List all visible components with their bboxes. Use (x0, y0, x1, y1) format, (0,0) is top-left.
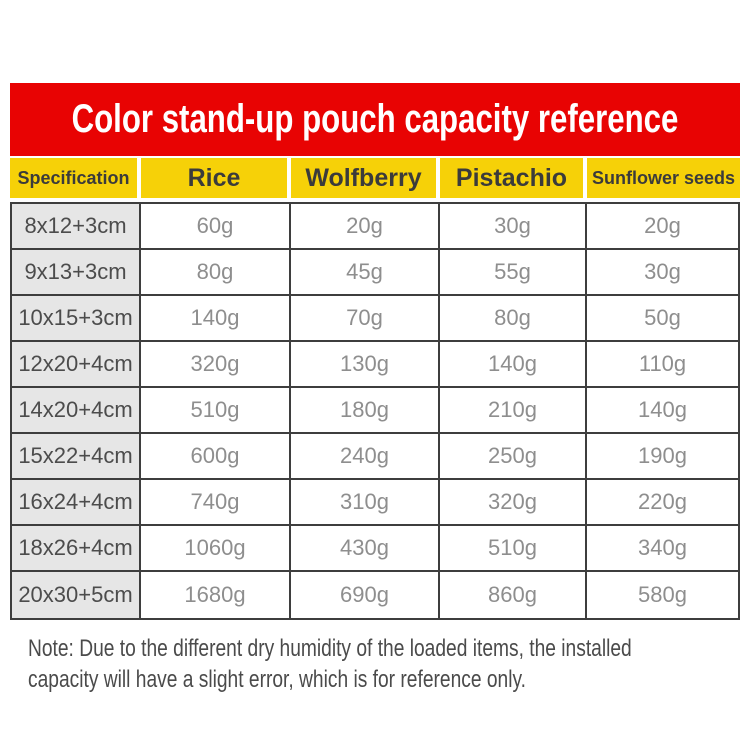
value-cell: 320g (440, 480, 587, 526)
value-cell: 220g (587, 480, 738, 526)
value-cell: 510g (141, 388, 291, 434)
value-cell: 740g (141, 480, 291, 526)
value-cell: 140g (141, 296, 291, 342)
spec-cell: 20x30+5cm (12, 572, 141, 618)
value-cell: 340g (587, 526, 738, 572)
value-cell: 860g (440, 572, 587, 618)
value-cell: 80g (141, 250, 291, 296)
value-cell: 60g (141, 204, 291, 250)
header-cell-pistachio: Pistachio (440, 158, 587, 198)
value-cell: 30g (440, 204, 587, 250)
value-cell: 310g (291, 480, 440, 526)
spec-cell: 12x20+4cm (12, 342, 141, 388)
value-cell: 130g (291, 342, 440, 388)
value-cell: 80g (440, 296, 587, 342)
value-cell: 430g (291, 526, 440, 572)
spec-cell: 15x22+4cm (12, 434, 141, 480)
value-cell: 110g (587, 342, 738, 388)
value-cell: 55g (440, 250, 587, 296)
note-line-2: capacity will have a slight error, which… (28, 666, 526, 693)
value-cell: 320g (141, 342, 291, 388)
value-cell: 20g (291, 204, 440, 250)
value-cell: 600g (141, 434, 291, 480)
header-cell-specification: Specification (10, 158, 141, 198)
value-cell: 140g (587, 388, 738, 434)
value-cell: 690g (291, 572, 440, 618)
spec-cell: 10x15+3cm (12, 296, 141, 342)
spec-cell: 9x13+3cm (12, 250, 141, 296)
value-cell: 510g (440, 526, 587, 572)
value-cell: 210g (440, 388, 587, 434)
header-cell-rice: Rice (141, 158, 291, 198)
title-banner: Color stand-up pouch capacity reference (10, 83, 740, 156)
note: Note: Due to the different dry humidity … (28, 633, 750, 695)
spec-cell: 14x20+4cm (12, 388, 141, 434)
note-line-1: Note: Due to the different dry humidity … (28, 635, 632, 662)
table-header-row: Specification Rice Wolfberry Pistachio Sunfl… (10, 158, 740, 198)
value-cell: 70g (291, 296, 440, 342)
header-cell-sunflower-seeds: Sunflower seeds (587, 158, 740, 198)
value-cell: 190g (587, 434, 738, 480)
value-cell: 240g (291, 434, 440, 480)
value-cell: 30g (587, 250, 738, 296)
spec-cell: 16x24+4cm (12, 480, 141, 526)
value-cell: 50g (587, 296, 738, 342)
value-cell: 140g (440, 342, 587, 388)
header-cell-wolfberry: Wolfberry (291, 158, 440, 198)
value-cell: 20g (587, 204, 738, 250)
value-cell: 1680g (141, 572, 291, 618)
value-cell: 45g (291, 250, 440, 296)
capacity-table: 8x12+3cm 60g 20g 30g 20g 9x13+3cm 80g 45g 55g 30g… (10, 202, 740, 620)
spec-cell: 18x26+4cm (12, 526, 141, 572)
value-cell: 1060g (141, 526, 291, 572)
page-title: Color stand-up pouch capacity reference (71, 97, 679, 141)
value-cell: 580g (638, 582, 687, 607)
value-cell: 250g (440, 434, 587, 480)
spec-cell: 8x12+3cm (12, 204, 141, 250)
value-cell: 180g (291, 388, 440, 434)
